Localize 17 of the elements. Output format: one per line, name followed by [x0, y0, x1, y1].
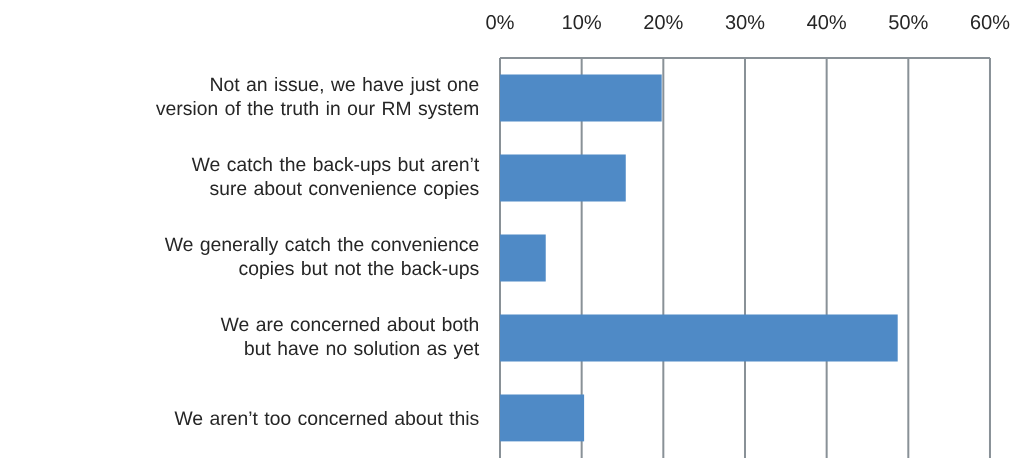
x-tick-label: 0%	[486, 15, 514, 30]
y-tick-label: We generally catch the convenience copies but not the back-ups	[164, 236, 479, 279]
bar	[500, 314, 898, 362]
x-tick-label: 40%	[807, 15, 846, 30]
bar	[500, 234, 546, 282]
bar	[500, 154, 626, 202]
x-tick-label: 20%	[644, 15, 683, 30]
y-tick-label: We aren’t too concerned about this	[174, 410, 479, 426]
x-tick-label: 60%	[970, 15, 1010, 30]
x-tick-label: 50%	[889, 15, 928, 30]
bar	[500, 74, 662, 122]
x-tick-label: 10%	[563, 15, 601, 30]
bar	[500, 394, 585, 442]
y-tick-label: We are concerned about both but have no solution as yet	[220, 316, 480, 359]
y-tick-label: Not an issue, we have just one version of the truth in our RM system	[155, 76, 479, 120]
x-tick-label: 30%	[725, 15, 765, 30]
y-tick-label: We catch the back-ups but aren’t sure about convenience copies	[191, 156, 480, 200]
